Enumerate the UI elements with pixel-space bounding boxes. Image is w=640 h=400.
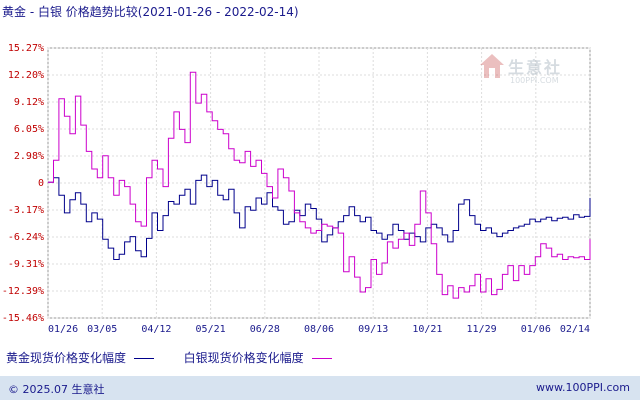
x-tick-label: 02/14	[560, 324, 590, 335]
y-tick-label: -6.24%	[8, 232, 44, 243]
x-tick-label: 09/13	[358, 324, 388, 335]
x-tick-label: 08/06	[304, 324, 334, 335]
x-tick-label: 11/29	[467, 324, 497, 335]
x-tick-label: 04/12	[141, 324, 171, 335]
chart-title: 黄金 - 白银 价格趋势比较(2021-01-26 - 2022-02-14)	[2, 5, 299, 19]
x-tick-label: 10/21	[412, 324, 442, 335]
grid	[47, 47, 591, 319]
x-tick-label: 06/28	[250, 324, 280, 335]
watermark-text: 生意社	[508, 58, 563, 77]
x-tick-label: 01/06	[521, 324, 551, 335]
legend-swatch-silver	[311, 358, 332, 359]
y-tick-label: -15.46%	[2, 313, 44, 324]
y-tick-label: -3.17%	[8, 205, 44, 216]
y-tick-label: 15.27%	[8, 43, 44, 54]
x-tick-label: 03/05	[87, 324, 117, 335]
y-tick-label: 9.12%	[14, 97, 44, 108]
y-tick-label: 6.05%	[14, 124, 44, 135]
y-tick-label: 0	[38, 178, 44, 189]
legend-label-gold: 黄金现货价格变化幅度	[6, 351, 127, 365]
legend-label-silver: 白银现货价格变化幅度	[183, 351, 304, 365]
footer-bar: © 2025.07 生意社 www.100PPI.com	[0, 376, 640, 400]
x-axis-ticks: 01/26 03/05 04/12 05/21 06/28 08/06 09/13 10/21…	[48, 324, 590, 335]
y-tick-label: 12.20%	[8, 70, 44, 81]
watermark-url: 100PPI.COM	[510, 76, 559, 85]
legend-swatch-gold	[133, 358, 154, 359]
y-tick-label: -9.31%	[8, 259, 44, 270]
legend-item-silver: 白银现货价格变化幅度	[184, 349, 332, 366]
y-tick-label: -12.39%	[2, 286, 44, 297]
y-axis-ticks: 15.27% 12.20% 9.12% 6.05% 2.98% 0 -3.17% -6.24%…	[2, 43, 44, 324]
legend-item-gold: 黄金现货价格变化幅度	[6, 349, 154, 366]
footer-copyright: © 2025.07 生意社	[8, 383, 105, 396]
x-tick-label: 01/26	[48, 324, 78, 335]
series-lines	[48, 71, 591, 299]
watermark-logo: 生意社 100PPI.COM	[478, 52, 578, 92]
series-line-gold	[48, 174, 591, 260]
y-tick-label: 2.98%	[14, 151, 44, 162]
series-line-silver	[48, 71, 591, 299]
x-tick-label: 05/21	[196, 324, 226, 335]
footer-site-link[interactable]: www.100PPI.com	[536, 381, 630, 394]
legend: 黄金现货价格变化幅度 白银现货价格变化幅度	[6, 349, 358, 366]
house-icon	[480, 54, 504, 78]
